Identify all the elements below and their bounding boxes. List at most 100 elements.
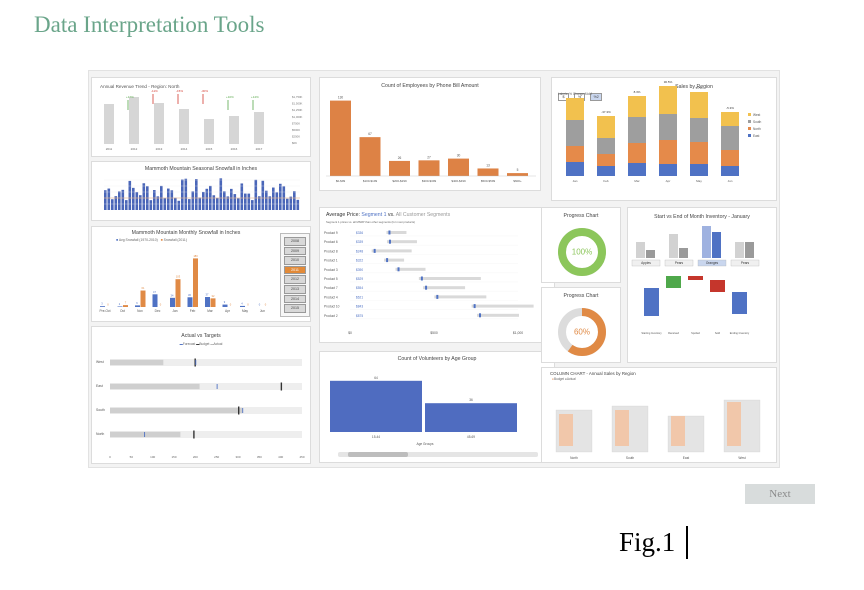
sales-top-label: -37.3% xyxy=(601,110,611,114)
bullet-forecast-marker xyxy=(216,384,218,389)
year-slicer-item[interactable]: 2014 xyxy=(284,294,306,304)
seasonal-bar xyxy=(261,180,265,210)
avg-price-value-label: $875 xyxy=(356,314,363,318)
monthly-actual-label: 103 xyxy=(176,275,181,279)
actual-targets-legend: ▬Forecast ▬Budget ▬Actual xyxy=(92,342,310,346)
phone-bill-category-label: $200-$299 xyxy=(392,179,407,183)
bullet-band xyxy=(110,359,302,366)
monthly-actual-label: 32 xyxy=(212,294,215,298)
monthly-avg-bar xyxy=(135,305,140,307)
next-button[interactable]: Next xyxy=(745,484,815,504)
avg-price-value-label: $529 xyxy=(356,277,363,281)
sales-legend-label: North xyxy=(753,127,761,131)
phone-bill-bar xyxy=(448,158,469,176)
year-slicer-item[interactable]: 2008 xyxy=(284,237,306,246)
inventory-chart: Apples Pears Oranges Pears Starting Inventor… xyxy=(631,226,760,335)
revenue-bar xyxy=(229,116,239,144)
toggle-percent-2[interactable]: %2 xyxy=(590,93,603,101)
avg-price-range-bar xyxy=(477,313,519,317)
sales-stack-segment xyxy=(597,116,615,138)
seasonal-bar xyxy=(128,180,132,210)
seasonal-bar xyxy=(118,191,121,210)
seasonal-bar xyxy=(191,191,195,210)
inventory-title: Start vs End of Month Inventory - Januar… xyxy=(654,214,750,220)
avg-price-title-p3: All Customer Segments xyxy=(395,212,451,218)
revenue-ytick: $1,750K xyxy=(292,95,303,99)
seasonal-bar xyxy=(111,199,114,210)
scrollbar-thumb[interactable] xyxy=(348,452,408,457)
bullet-forecast-marker xyxy=(242,408,244,413)
avg-price-marker xyxy=(397,267,400,272)
seasonal-bar xyxy=(240,183,244,210)
toggle-dollar[interactable]: $ xyxy=(558,93,569,101)
phone-bill-title: Count of Employees by Phone Bill Amount xyxy=(381,83,479,89)
seasonal-bar xyxy=(258,196,261,210)
inventory-start-bar xyxy=(669,234,678,258)
legend-avg: Avg Snowfall (1970-2010) xyxy=(118,238,158,242)
year-slicer-item[interactable]: 2012 xyxy=(284,275,306,284)
progress-donut-2: 60% xyxy=(558,308,606,356)
sales-stack-segment xyxy=(597,138,615,154)
legend-budget-2: Budget xyxy=(553,377,565,381)
monthly-month-label: Feb xyxy=(190,309,196,313)
monthly-actual-bar xyxy=(193,258,198,307)
year-slicer-item[interactable]: 2009 xyxy=(284,246,306,256)
legend-swatch-actual-2: ▬ xyxy=(210,342,214,346)
phone-bill-category-label: $0-$99 xyxy=(336,179,346,183)
inventory-waterfall-label: Ending Inventory xyxy=(730,331,750,335)
year-slicer-item[interactable]: 2015 xyxy=(284,304,306,313)
revenue-change-label: +17% xyxy=(126,95,134,99)
avg-price-subtitle: Segment 1 prices vs. all MSRP than other… xyxy=(326,220,416,224)
revenue-ytick: $1,000K xyxy=(292,115,303,119)
avg-price-marker xyxy=(373,248,376,253)
phone-bill-value-label: 27 xyxy=(427,155,431,159)
sales-month-label: Apr xyxy=(666,179,671,183)
monthly-actual-label: 61 xyxy=(142,286,145,290)
bullet-x-tick: 250 xyxy=(214,455,219,459)
seasonal-bar xyxy=(212,195,216,210)
bullet-region-label: North xyxy=(96,432,104,436)
revenue-panel: Annual Revenue Trend - Region: North $1,… xyxy=(91,77,311,157)
avg-price-range-bar xyxy=(371,249,412,253)
monthly-avg-label: 47 xyxy=(153,290,156,294)
seasonal-bar xyxy=(156,196,160,210)
sales-legend-label: East xyxy=(753,134,759,138)
sales-month-label: Mar xyxy=(634,179,639,183)
sales-legend-label: South xyxy=(753,120,762,124)
avg-price-range-bar xyxy=(418,277,481,280)
revenue-bar xyxy=(104,104,114,144)
horizontal-scrollbar[interactable] xyxy=(338,452,538,457)
revenue-bar xyxy=(254,112,264,144)
bullet-budget-marker xyxy=(238,406,240,415)
sales-subtitle: Labels: % Change MoM xyxy=(558,92,593,96)
sales-stack-segment xyxy=(659,140,677,164)
seasonal-bar xyxy=(230,188,233,210)
monthly-legend: ■ Avg Snowfall (1970-2010) ■ Snowfall (2… xyxy=(116,238,187,242)
year-slicer-item[interactable]: 2013 xyxy=(284,285,306,294)
year-slicer-item[interactable]: 2011 xyxy=(284,265,306,275)
progress-panel-2: Progress Chart 60% xyxy=(541,287,621,363)
avg-price-range-bar xyxy=(423,286,466,290)
monthly-actual-bar xyxy=(123,305,128,307)
inventory-tab-label: Pears xyxy=(675,261,684,265)
sales-month-label: May xyxy=(696,179,702,183)
sales-legend-swatch xyxy=(748,127,751,130)
monthly-actual-label: 0 xyxy=(265,303,267,307)
avg-price-product-label: Product 2 xyxy=(324,314,338,318)
legend-actual-2: Actual xyxy=(213,342,223,346)
seasonal-bar xyxy=(202,191,205,210)
inventory-end-bar xyxy=(679,248,688,258)
monthly-avg-bar xyxy=(187,297,193,307)
year-slicer-item[interactable]: 2010 xyxy=(284,256,306,265)
sales-stack-segment xyxy=(659,164,677,176)
revenue-chart: $1,750K $1,500K $1,250K $1,000K $750K $500K $2… xyxy=(104,89,303,151)
sales-stack-segment xyxy=(628,143,646,163)
sales-stack-segment xyxy=(721,126,739,150)
progress-panel-1: Progress Chart 100% xyxy=(541,207,621,283)
monthly-avg-bar xyxy=(222,304,228,307)
avg-price-chart: Product 9 $336 Product 6 $339 Product 8 $248 P… xyxy=(324,230,534,335)
avg-price-title: Average Price: Segment 1 vs. All Custome… xyxy=(326,212,450,218)
inventory-end-bar xyxy=(712,232,721,258)
phone-bill-bar xyxy=(507,173,528,176)
phone-bill-value-label: 130 xyxy=(338,96,344,100)
